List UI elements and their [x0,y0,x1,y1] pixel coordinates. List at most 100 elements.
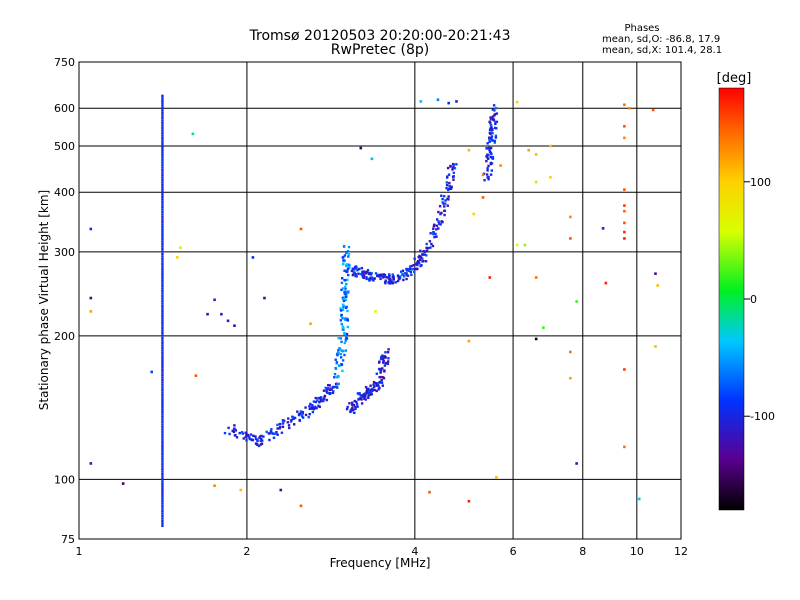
echo-point [282,419,286,422]
echo-point [337,349,340,352]
echo-point [436,98,440,102]
echo-point [341,359,345,362]
echo-point [369,384,372,387]
echo-point [378,381,381,384]
echo-point [341,303,345,306]
plot-frame [78,61,682,540]
echo-point [339,307,342,310]
echo-point [293,416,297,420]
echo-point [549,144,552,148]
echo-point [452,178,455,181]
echo-point [386,350,390,354]
echo-point [405,277,408,281]
echo-point [233,427,236,430]
echo-point [318,401,321,404]
echo-point [161,178,164,182]
echo-point [161,309,164,313]
echo-point [161,252,164,256]
echo-point [274,432,277,435]
echo-point [488,276,492,279]
echo-point [374,272,378,275]
echo-point [161,472,164,476]
echo-traces [161,94,499,528]
echo-point [327,391,331,395]
echo-point [191,132,195,136]
echo-point [534,276,538,279]
echo-point [161,168,164,172]
echo-point [366,270,369,274]
echo-point [308,407,312,411]
echo-point [322,397,326,401]
echo-point [350,269,354,273]
echo-point [428,240,432,243]
echo-point [161,499,164,503]
colorbar-label: [deg] [717,71,752,86]
x-axis-label: Frequency [MHz] [330,556,431,570]
echo-point [317,404,320,408]
echo-point [333,385,336,389]
echo-point [161,270,164,273]
echo-point [361,271,365,274]
echo-point [161,373,164,377]
echo-point [628,106,631,110]
echo-point [487,146,491,150]
echo-point [161,233,164,236]
echo-point [314,400,318,404]
echo-point [383,355,387,359]
echo-point [365,276,368,279]
echo-point [424,260,428,263]
echo-point [311,410,315,414]
echo-point [429,232,432,235]
echo-point [161,331,164,335]
echo-point [401,269,405,272]
echo-point [379,273,383,276]
echo-point [386,360,390,363]
echo-point [161,213,164,216]
echo-point [161,134,164,137]
colorbar-tick-label: -100 [750,410,775,423]
echo-point [427,246,430,250]
echo-point [413,257,416,260]
echo-point [483,179,486,182]
echo-point [241,432,245,435]
y-tick-label: 300 [54,246,75,259]
echo-point [372,279,375,282]
echo-point [161,336,164,340]
echo-point [654,345,657,348]
echo-point [376,274,379,278]
echo-point [161,497,164,500]
echo-point [329,387,332,390]
echo-point [364,385,368,389]
echo-point [345,292,348,296]
echo-point [342,328,345,331]
echo-point [453,167,457,170]
x-tick-label: 8 [579,545,586,558]
echo-point [569,350,572,354]
echo-point [388,277,391,281]
echo-point [370,392,374,396]
echo-point [316,399,319,402]
echo-point [542,326,545,329]
echo-point [361,394,365,398]
echo-point [382,273,385,276]
echo-point [447,101,451,105]
echo-point [342,299,346,303]
echo-point [261,439,264,442]
echo-point [423,253,426,256]
echo-point [341,369,344,373]
echo-point [161,415,164,419]
echo-point [340,277,344,280]
echo-point [391,276,394,279]
echo-point [161,287,164,290]
echo-point [377,367,381,371]
echo-point [161,297,164,300]
echo-point [282,421,285,424]
echo-point [357,272,360,275]
echo-point [301,416,305,419]
echo-point [384,279,387,282]
echo-point [301,411,305,414]
echo-point [398,276,402,280]
echo-point [345,270,348,274]
echo-point [351,267,354,270]
echo-point [344,298,348,302]
